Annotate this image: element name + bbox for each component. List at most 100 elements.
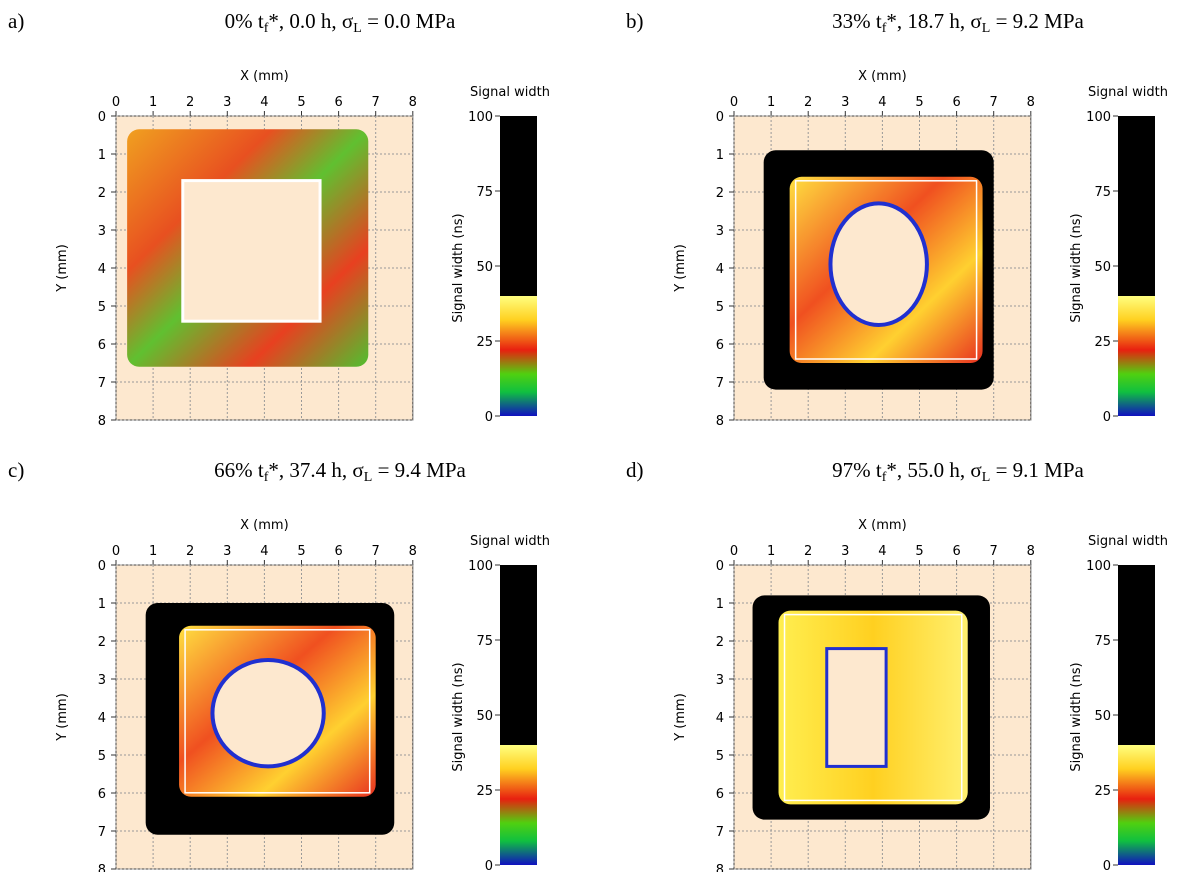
- colorbar-tick-label: 75: [476, 185, 493, 200]
- colorbar-tick-label: 100: [1086, 110, 1111, 125]
- x-tick-label: 0: [730, 544, 738, 559]
- y-tick-label: 5: [98, 749, 106, 764]
- x-tick-label: 1: [149, 95, 157, 110]
- x-tick-label: 2: [804, 544, 812, 559]
- y-tick-label: 5: [98, 300, 106, 315]
- subscript: L: [364, 470, 373, 485]
- map-hole: [825, 647, 888, 768]
- x-tick-label: 2: [804, 95, 812, 110]
- y-tick-label: 8: [98, 863, 106, 872]
- x-tick-label: 2: [186, 95, 194, 110]
- x-tick-label: 4: [878, 544, 886, 559]
- panel-title: 33% tf*, 18.7 h, σL = 9.2 MPa: [832, 9, 1084, 36]
- panel-title: 66% tf*, 37.4 h, σL = 9.4 MPa: [214, 458, 466, 485]
- title-part: = 0.0 MPa: [362, 9, 456, 33]
- map-hole: [181, 179, 322, 323]
- y-tick-label: 0: [98, 559, 106, 574]
- title-part: *, 37.4 h, σ: [268, 458, 363, 482]
- colorbar-label: Signal width (ns): [1069, 213, 1084, 322]
- x-tick-label: 6: [334, 544, 342, 559]
- y-tick-label: 2: [98, 186, 106, 201]
- outline: [184, 629, 371, 794]
- y-tick-label: 6: [98, 787, 106, 802]
- map-hole: [828, 201, 929, 328]
- colorbar-tick-label: 50: [1094, 260, 1111, 275]
- x-tick-label: 5: [915, 544, 923, 559]
- title-part: *, 55.0 h, σ: [886, 458, 981, 482]
- x-tick-label: 2: [186, 544, 194, 559]
- colorbar-tick-label: 0: [1103, 410, 1111, 425]
- x-tick-label: 4: [260, 544, 268, 559]
- colorbar-tick-label: 25: [476, 784, 493, 799]
- colorbar-gradient: [1118, 296, 1155, 416]
- panel: a) 0% tf*, 0.0 h, σL = 0.0 MPa 0 1 2 3 4 5 6 7 8 0 1…: [8, 9, 550, 429]
- y-tick-label: 5: [716, 300, 724, 315]
- title-part: 33% t: [832, 9, 882, 33]
- y-tick-label: 7: [716, 825, 724, 840]
- x-tick-label: 7: [372, 95, 380, 110]
- x-tick-label: 5: [915, 95, 923, 110]
- y-tick-label: 8: [716, 414, 724, 429]
- y-tick-label: 6: [716, 787, 724, 802]
- x-tick-label: 8: [409, 544, 417, 559]
- y-tick-label: 7: [98, 376, 106, 391]
- colorbar-tick-label: 50: [476, 260, 493, 275]
- x-axis-label: X (mm): [858, 69, 907, 84]
- y-tick-label: 3: [716, 224, 724, 239]
- y-tick-label: 3: [98, 224, 106, 239]
- colorbar-title: Signal width: [470, 534, 550, 549]
- x-axis-label: X (mm): [240, 518, 289, 533]
- colorbar-tick-label: 25: [1094, 784, 1111, 799]
- y-tick-label: 0: [716, 559, 724, 574]
- colorbar-tick-label: 50: [1094, 709, 1111, 724]
- subscript: f: [882, 21, 887, 36]
- y-tick-label: 2: [98, 635, 106, 650]
- y-tick-label: 0: [98, 110, 106, 125]
- y-tick-label: 6: [716, 338, 724, 353]
- title-part: = 9.2 MPa: [990, 9, 1084, 33]
- y-tick-label: 8: [716, 863, 724, 872]
- colorbar-tick-label: 100: [468, 559, 493, 574]
- colorbar-label: Signal width (ns): [451, 213, 466, 322]
- x-axis-label: X (mm): [240, 69, 289, 84]
- colorbar-title: Signal width: [1088, 85, 1168, 100]
- colorbar-tick-label: 0: [485, 410, 493, 425]
- colorbar-gradient: [500, 296, 537, 416]
- colorbar-tick-label: 0: [485, 859, 493, 872]
- outline: [783, 613, 963, 802]
- x-tick-label: 4: [260, 95, 268, 110]
- panel-title: 97% tf*, 55.0 h, σL = 9.1 MPa: [832, 458, 1084, 485]
- y-tick-label: 4: [98, 262, 106, 277]
- y-tick-label: 0: [716, 110, 724, 125]
- y-axis-label: Y (mm): [55, 244, 70, 293]
- colorbar-title: Signal width: [470, 85, 550, 100]
- x-tick-label: 6: [334, 95, 342, 110]
- x-tick-label: 0: [112, 544, 120, 559]
- x-tick-label: 3: [841, 95, 849, 110]
- colorbar-tick-label: 25: [476, 335, 493, 350]
- x-tick-label: 3: [223, 544, 231, 559]
- colorbar-tick-label: 100: [468, 110, 493, 125]
- y-tick-label: 7: [716, 376, 724, 391]
- panel: d) 97% tf*, 55.0 h, σL = 9.1 MPa 0 1 2 3 4 5 6 7 8…: [626, 458, 1168, 872]
- x-axis-label: X (mm): [858, 518, 907, 533]
- y-tick-label: 4: [98, 711, 106, 726]
- x-tick-label: 3: [223, 95, 231, 110]
- colorbar-gradient: [500, 745, 537, 865]
- x-tick-label: 0: [730, 95, 738, 110]
- x-tick-label: 5: [297, 95, 305, 110]
- x-tick-label: 6: [952, 544, 960, 559]
- title-part: 66% t: [214, 458, 264, 482]
- y-tick-label: 1: [98, 148, 106, 163]
- colorbar-gradient: [1118, 745, 1155, 865]
- colorbar-tick-label: 25: [1094, 335, 1111, 350]
- title-part: = 9.4 MPa: [372, 458, 466, 482]
- y-axis-label: Y (mm): [673, 693, 688, 742]
- y-tick-label: 4: [716, 262, 724, 277]
- title-part: *, 0.0 h, σ: [268, 9, 353, 33]
- y-tick-label: 1: [98, 597, 106, 612]
- x-tick-label: 6: [952, 95, 960, 110]
- x-tick-label: 8: [409, 95, 417, 110]
- x-tick-label: 1: [767, 544, 775, 559]
